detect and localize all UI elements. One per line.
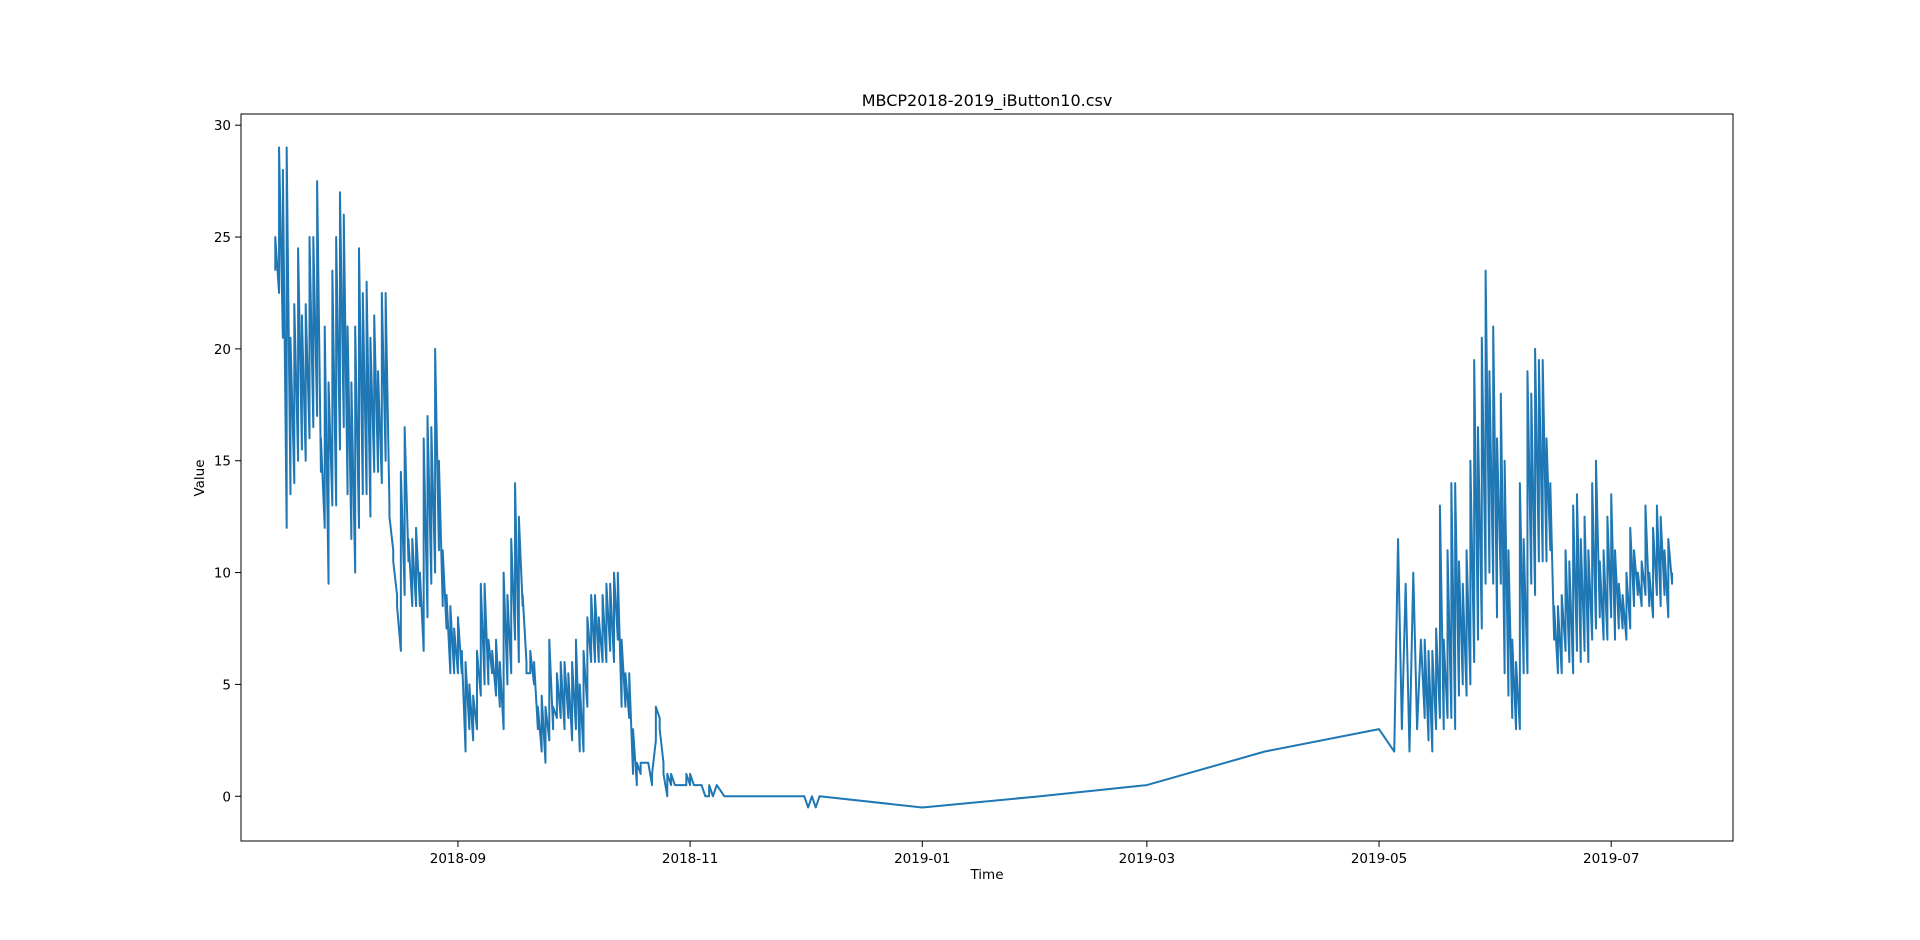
y-tick-label: 5 — [222, 677, 231, 693]
y-tick-label: 30 — [214, 118, 231, 134]
y-axis: 0 5 10 15 20 25 30 — [214, 118, 241, 805]
plot-area — [274, 146, 1674, 809]
x-axis-label: Time — [969, 867, 1003, 883]
x-tick-label: 2019-05 — [1351, 851, 1407, 867]
y-axis-label: Value — [192, 459, 208, 496]
y-tick-label: 10 — [214, 566, 231, 582]
plot-frame — [240, 113, 1734, 842]
y-tick-label: 0 — [222, 789, 231, 805]
x-tick-label: 2019-03 — [1119, 851, 1175, 867]
x-axis: 2018-09 2018-11 2019-01 2019-03 2019-05 2019-… — [430, 841, 1639, 867]
x-tick-label: 2018-11 — [662, 851, 718, 867]
series-line-0 — [274, 146, 1674, 809]
y-tick-label: 15 — [214, 454, 231, 470]
x-tick-label: 2018-09 — [430, 851, 486, 867]
chart-title: MBCP2018-2019_iButton10.csv — [862, 91, 1113, 111]
x-tick-label: 2019-07 — [1583, 851, 1639, 867]
y-tick-label: 20 — [214, 342, 231, 358]
y-tick-label: 25 — [214, 230, 231, 246]
x-tick-label: 2019-01 — [894, 851, 950, 867]
